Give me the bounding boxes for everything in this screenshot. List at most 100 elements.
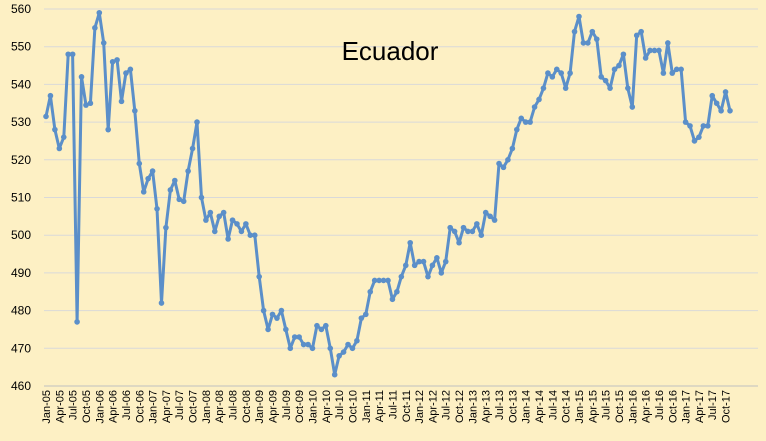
x-tick-label: Oct-16 [667, 390, 679, 423]
data-point [278, 307, 285, 314]
data-point [545, 70, 551, 76]
data-point [420, 258, 427, 265]
x-tick-label: Apr-12 [427, 390, 439, 423]
x-tick-label: Jan-16 [627, 390, 639, 424]
data-point [105, 126, 111, 133]
data-point [371, 277, 378, 284]
data-point [447, 224, 453, 231]
data-point [567, 70, 573, 76]
data-point [558, 70, 565, 76]
data-point [522, 119, 529, 125]
y-tick-label: 560 [11, 2, 31, 16]
data-point [158, 300, 165, 306]
data-point [251, 232, 258, 238]
x-tick-label: Jul-11 [387, 390, 399, 419]
data-point [211, 228, 218, 235]
data-point [722, 89, 729, 95]
data-point [398, 273, 405, 280]
data-point [407, 239, 414, 246]
data-point [380, 277, 387, 284]
data-point [56, 145, 63, 152]
data-point [362, 311, 369, 318]
data-point [358, 315, 365, 321]
x-tick-label: Jan-10 [307, 390, 319, 424]
data-point [109, 58, 116, 65]
data-point [429, 262, 436, 269]
data-point [656, 47, 662, 54]
x-tick-label: Jul-08 [228, 390, 240, 420]
data-point [154, 206, 160, 212]
x-tick-label: Jan-17 [681, 390, 693, 424]
data-point [500, 164, 507, 171]
data-point [509, 145, 516, 152]
x-axis: Jan-05 Apr-05 Jul-05 Oct-05 Jan-06 Apr-06 Jul-… [41, 385, 758, 424]
x-tick-label: Jan-13 [467, 390, 479, 424]
x-tick-label: Jan-07 [148, 390, 160, 424]
data-point [540, 85, 547, 91]
y-tick-label: 500 [11, 228, 31, 242]
x-tick-label: Jul-10 [334, 390, 346, 420]
y-tick-label: 490 [11, 266, 31, 280]
x-tick-label: Jan-11 [361, 390, 373, 423]
data-point [673, 66, 680, 73]
data-point [274, 315, 280, 321]
data-point [354, 337, 360, 344]
data-point [123, 70, 129, 76]
data-point [189, 145, 196, 152]
x-tick-label: Apr-09 [268, 390, 280, 423]
data-point [331, 371, 338, 378]
x-tick-label: Jul-14 [547, 390, 559, 420]
data-point [665, 40, 671, 46]
data-point [247, 232, 254, 238]
y-tick-label: 520 [11, 153, 31, 167]
x-tick-label: Apr-11 [374, 390, 386, 422]
data-point [172, 177, 178, 184]
data-point [176, 196, 183, 203]
data-point [78, 74, 85, 80]
data-point [456, 239, 462, 246]
data-point [478, 232, 485, 238]
data-point [416, 258, 422, 265]
x-tick-label: Oct-06 [134, 390, 146, 423]
data-point [438, 270, 445, 276]
data-point [305, 341, 311, 348]
data-point [682, 119, 689, 125]
data-point [340, 349, 347, 355]
data-point [589, 28, 596, 35]
x-tick-label: Oct-15 [614, 390, 626, 423]
x-tick-label: Oct-14 [561, 390, 573, 423]
data-point [576, 13, 582, 20]
data-point [491, 217, 498, 223]
x-tick-label: Apr-14 [534, 390, 546, 423]
data-point [713, 100, 720, 107]
x-tick-label: Jan-14 [521, 390, 533, 424]
data-point [100, 40, 107, 46]
x-tick-label: Apr-17 [694, 390, 706, 423]
data-point [234, 221, 240, 227]
series-line [44, 11, 732, 377]
data-point [647, 47, 653, 54]
data-point [638, 28, 644, 35]
x-tick-label: Jul-05 [68, 390, 80, 420]
data-point [291, 334, 298, 340]
x-tick-label: Oct-17 [721, 390, 733, 423]
x-tick-label: Apr-07 [161, 390, 173, 423]
data-point [660, 70, 667, 76]
x-tick-label: Jan-08 [201, 390, 213, 424]
data-point [74, 319, 80, 325]
data-point [527, 119, 533, 125]
data-point [185, 168, 191, 174]
data-point [434, 255, 440, 261]
data-point [620, 51, 627, 58]
data-point [216, 213, 223, 220]
data-point [327, 345, 334, 352]
data-point [345, 341, 351, 348]
data-point [60, 134, 67, 140]
data-point [474, 221, 480, 227]
data-point [593, 36, 600, 42]
x-tick-label: Apr-13 [481, 390, 493, 423]
data-point [167, 187, 174, 193]
y-tick-label: 470 [11, 341, 31, 355]
data-point [536, 96, 542, 103]
data-point [487, 213, 493, 220]
